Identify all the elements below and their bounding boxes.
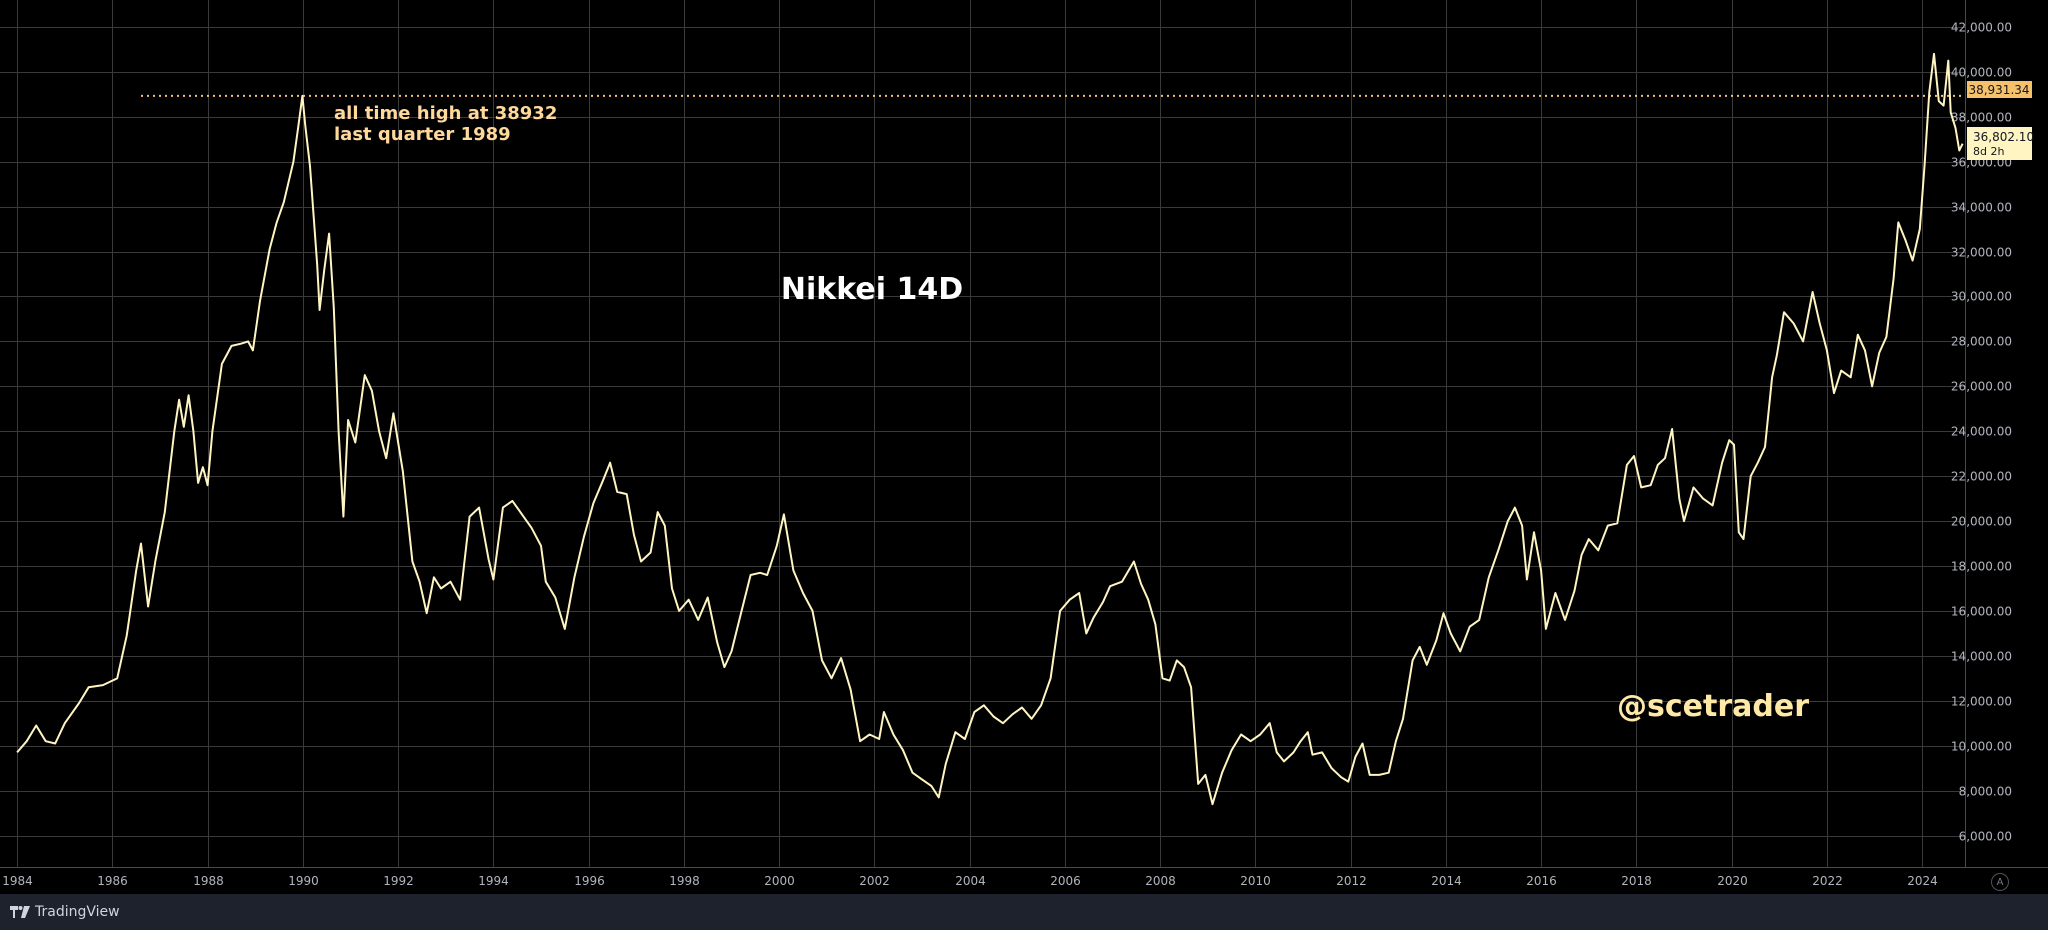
y-tick-label: 14,000.00 [1951,650,2012,664]
y-tick-label: 28,000.00 [1951,335,2012,349]
annotation-line-1: all time high at 38932 [334,103,557,124]
x-tick-label: 2006 [1050,874,1081,888]
ath-price-text: 38,931.34 [1968,83,2029,97]
y-tick-label: 22,000.00 [1951,470,2012,484]
chart-background [0,0,2048,894]
annotation-line-2: last quarter 1989 [334,124,511,145]
y-tick-label: 34,000.00 [1951,201,2012,215]
auto-scale-button[interactable]: A [1991,873,2009,891]
y-tick-label: 26,000.00 [1951,380,2012,394]
x-tick-label: 2002 [859,874,890,888]
x-tick-label: 1994 [478,874,509,888]
y-tick-label: 16,000.00 [1951,605,2012,619]
y-tick-label: 38,000.00 [1951,111,2012,125]
watermark: @scetrader [1617,689,1809,724]
last-price-label: 36,802.10 8d 2h [1967,127,2034,160]
brand-label: TradingView [35,904,120,920]
price-axis[interactable]: 6,000.00 8,000.00 10,000.00 12,000.00 14,000… [1951,21,2012,844]
ath-price-label: 38,931.34 [1967,81,2032,98]
x-tick-label: 1998 [669,874,700,888]
y-tick-label: 8,000.00 [1959,785,2012,799]
x-tick-label: 2000 [764,874,795,888]
bar-countdown-text: 8d 2h [1973,145,2004,158]
y-tick-label: 42,000.00 [1951,21,2012,35]
x-tick-label: 1988 [193,874,224,888]
x-tick-label: 2010 [1240,874,1271,888]
y-tick-label: 30,000.00 [1951,290,2012,304]
x-tick-label: 1990 [288,874,319,888]
footer-bar: TradingView [0,894,2048,930]
y-tick-label: 12,000.00 [1951,695,2012,709]
axes [0,0,2048,868]
x-tick-label: 1992 [383,874,414,888]
x-tick-label: 2022 [1812,874,1843,888]
x-tick-label: 2024 [1907,874,1938,888]
tradingview-logo-icon [10,906,30,918]
x-tick-label: 2012 [1336,874,1367,888]
x-tick-label: 1996 [574,874,605,888]
y-tick-label: 6,000.00 [1959,830,2012,844]
y-tick-label: 40,000.00 [1951,66,2012,80]
x-tick-label: 2004 [955,874,986,888]
x-tick-label: 1984 [2,874,33,888]
grid [0,0,1965,867]
x-tick-label: 2016 [1526,874,1557,888]
y-tick-label: 10,000.00 [1951,740,2012,754]
tradingview-brand[interactable]: TradingView [10,904,120,920]
y-tick-label: 20,000.00 [1951,515,2012,529]
y-tick-label: 18,000.00 [1951,560,2012,574]
chart-title: Nikkei 14D [781,272,963,307]
series-line [16,52,1964,806]
x-tick-label: 2014 [1431,874,1462,888]
y-tick-label: 32,000.00 [1951,246,2012,260]
x-tick-label: 2020 [1717,874,1748,888]
x-tick-label: 2008 [1145,874,1176,888]
x-tick-label: 1986 [97,874,128,888]
y-tick-label: 24,000.00 [1951,425,2012,439]
chart-svg[interactable]: 6,000.00 8,000.00 10,000.00 12,000.00 14,000… [0,0,2048,894]
x-tick-label: 2018 [1621,874,1652,888]
last-price-text: 36,802.10 [1973,130,2034,144]
time-axis[interactable]: 1984 1986 1988 1990 1992 1994 1996 1998 2000 2002… [2,874,1938,888]
